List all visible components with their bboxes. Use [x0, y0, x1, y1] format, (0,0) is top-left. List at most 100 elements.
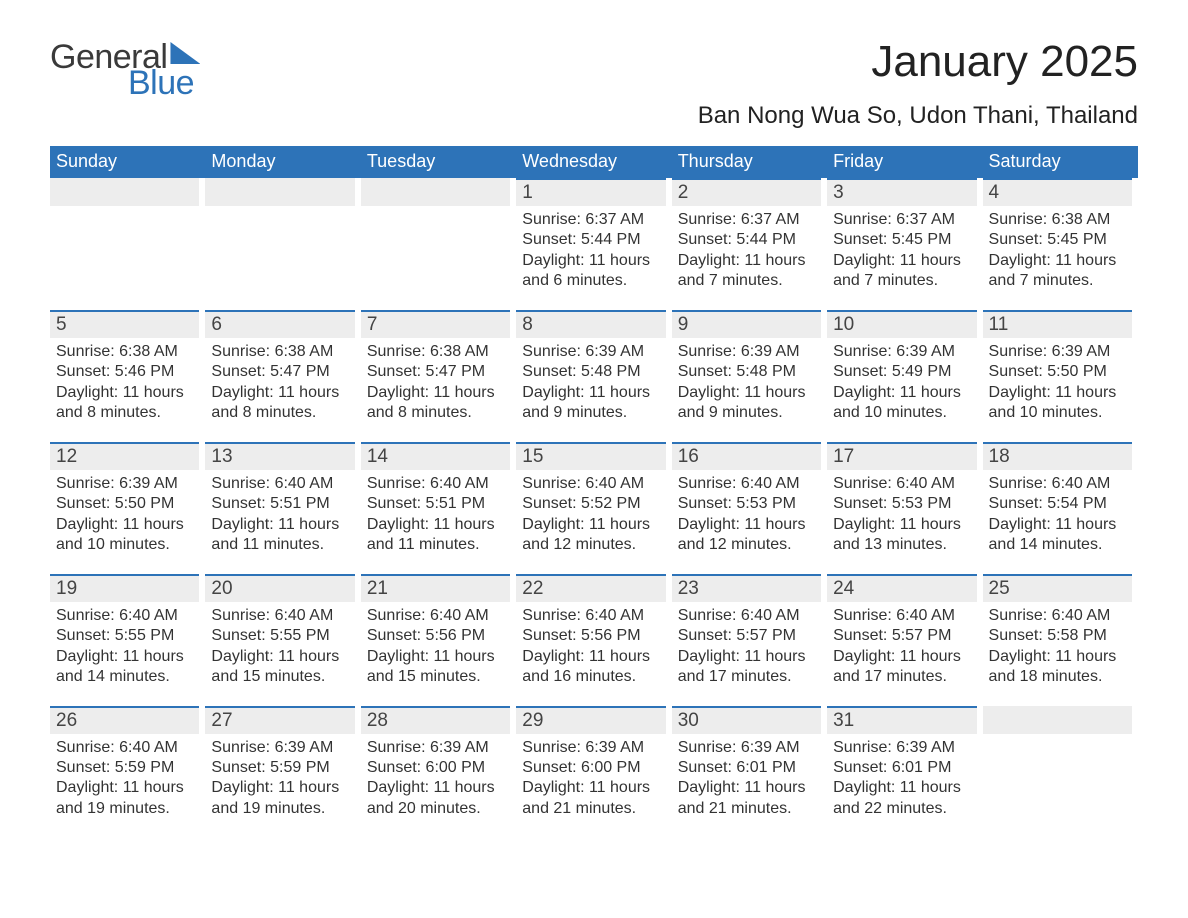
day-cell: 17Sunrise: 6:40 AMSunset: 5:53 PMDayligh… — [827, 442, 982, 560]
daylight-text: and 11 minutes. — [211, 535, 354, 555]
day-body: Sunrise: 6:39 AMSunset: 6:00 PMDaylight:… — [361, 734, 510, 820]
brand-word2: Blue — [128, 66, 200, 100]
day-cell: 8Sunrise: 6:39 AMSunset: 5:48 PMDaylight… — [516, 310, 671, 428]
title-block: January 2025 Ban Nong Wua So, Udon Thani… — [698, 40, 1138, 130]
day-cell: 24Sunrise: 6:40 AMSunset: 5:57 PMDayligh… — [827, 574, 982, 692]
daylight-text: and 9 minutes. — [522, 403, 665, 423]
sunset-text: Sunset: 5:51 PM — [211, 494, 354, 514]
day-cell-empty: . — [983, 706, 1138, 824]
day-cell: 15Sunrise: 6:40 AMSunset: 5:52 PMDayligh… — [516, 442, 671, 560]
daylight-text: Daylight: 11 hours — [367, 383, 510, 403]
sunset-text: Sunset: 6:01 PM — [678, 758, 821, 778]
daynum-bar: 23 — [672, 574, 821, 602]
dow-cell: Tuesday — [361, 146, 516, 178]
sunrise-text: Sunrise: 6:40 AM — [678, 606, 821, 626]
day-number: 31 — [833, 710, 854, 731]
brand-logo: General Blue — [50, 40, 200, 100]
sunset-text: Sunset: 5:56 PM — [367, 626, 510, 646]
daylight-text: and 14 minutes. — [56, 667, 199, 687]
sunrise-text: Sunrise: 6:40 AM — [56, 738, 199, 758]
sunset-text: Sunset: 5:47 PM — [211, 362, 354, 382]
daylight-text: and 10 minutes. — [833, 403, 976, 423]
day-cell: 25Sunrise: 6:40 AMSunset: 5:58 PMDayligh… — [983, 574, 1138, 692]
daylight-text: Daylight: 11 hours — [678, 647, 821, 667]
daylight-text: Daylight: 11 hours — [211, 647, 354, 667]
sunrise-text: Sunrise: 6:40 AM — [678, 474, 821, 494]
week-row: 5Sunrise: 6:38 AMSunset: 5:46 PMDaylight… — [50, 310, 1138, 428]
day-body: Sunrise: 6:40 AMSunset: 5:54 PMDaylight:… — [983, 470, 1132, 556]
dow-cell: Thursday — [672, 146, 827, 178]
sunrise-text: Sunrise: 6:39 AM — [833, 342, 976, 362]
daynum-bar: 19 — [50, 574, 199, 602]
daynum-bar: 24 — [827, 574, 976, 602]
daynum-bar: 2 — [672, 178, 821, 206]
sunset-text: Sunset: 5:57 PM — [678, 626, 821, 646]
daynum-bar: 18 — [983, 442, 1132, 470]
day-number: 13 — [211, 446, 232, 467]
daylight-text: and 8 minutes. — [367, 403, 510, 423]
day-body: Sunrise: 6:40 AMSunset: 5:55 PMDaylight:… — [50, 602, 199, 688]
sunset-text: Sunset: 5:50 PM — [989, 362, 1132, 382]
day-cell: 7Sunrise: 6:38 AMSunset: 5:47 PMDaylight… — [361, 310, 516, 428]
day-cell: 20Sunrise: 6:40 AMSunset: 5:55 PMDayligh… — [205, 574, 360, 692]
sunset-text: Sunset: 5:46 PM — [56, 362, 199, 382]
dow-cell: Wednesday — [516, 146, 671, 178]
daylight-text: Daylight: 11 hours — [367, 778, 510, 798]
daylight-text: Daylight: 11 hours — [833, 647, 976, 667]
daylight-text: and 21 minutes. — [678, 799, 821, 819]
sunset-text: Sunset: 5:53 PM — [678, 494, 821, 514]
day-body: Sunrise: 6:40 AMSunset: 5:55 PMDaylight:… — [205, 602, 354, 688]
sunrise-text: Sunrise: 6:39 AM — [56, 474, 199, 494]
daylight-text: Daylight: 11 hours — [678, 515, 821, 535]
daynum-bar: 7 — [361, 310, 510, 338]
daylight-text: Daylight: 11 hours — [833, 383, 976, 403]
daylight-text: and 6 minutes. — [522, 271, 665, 291]
sunrise-text: Sunrise: 6:40 AM — [522, 474, 665, 494]
daylight-text: Daylight: 11 hours — [56, 383, 199, 403]
sunset-text: Sunset: 5:56 PM — [522, 626, 665, 646]
daylight-text: Daylight: 11 hours — [678, 383, 821, 403]
daynum-bar: 13 — [205, 442, 354, 470]
daylight-text: and 19 minutes. — [211, 799, 354, 819]
day-cell: 16 Sunrise: 6:40 AMSunset: 5:53 PMDayligh… — [672, 442, 827, 560]
sunset-text: Sunset: 5:45 PM — [833, 230, 976, 250]
sunrise-text: Sunrise: 6:39 AM — [367, 738, 510, 758]
daylight-text: Daylight: 11 hours — [833, 778, 976, 798]
daynum-bar: 21 — [361, 574, 510, 602]
day-body: Sunrise: 6:40 AMSunset: 5:56 PMDaylight:… — [361, 602, 510, 688]
sunset-text: Sunset: 5:45 PM — [989, 230, 1132, 250]
day-body: Sunrise: 6:40 AMSunset: 5:51 PMDaylight:… — [361, 470, 510, 556]
daylight-text: Daylight: 11 hours — [56, 778, 199, 798]
daynum-bar: 9 — [672, 310, 821, 338]
day-cell: 1Sunrise: 6:37 AMSunset: 5:44 PMDaylight… — [516, 178, 671, 296]
daylight-text: and 17 minutes. — [678, 667, 821, 687]
day-number: 22 — [522, 578, 543, 599]
sunrise-text: Sunrise: 6:40 AM — [833, 606, 976, 626]
day-cell: 12Sunrise: 6:39 AMSunset: 5:50 PMDayligh… — [50, 442, 205, 560]
daynum-bar: 3 — [827, 178, 976, 206]
day-body: Sunrise: 6:39 AMSunset: 5:48 PMDaylight:… — [516, 338, 665, 424]
daynum-bar: 4 — [983, 178, 1132, 206]
sunrise-text: Sunrise: 6:40 AM — [367, 474, 510, 494]
daynum-bar: 16 — [672, 442, 821, 470]
day-body: Sunrise: 6:38 AMSunset: 5:47 PMDaylight:… — [361, 338, 510, 424]
daynum-bar: 25 — [983, 574, 1132, 602]
sunset-text: Sunset: 5:59 PM — [56, 758, 199, 778]
daylight-text: Daylight: 11 hours — [678, 778, 821, 798]
daylight-text: Daylight: 11 hours — [367, 647, 510, 667]
sunset-text: Sunset: 6:00 PM — [367, 758, 510, 778]
day-cell: 31 Sunrise: 6:39 AMSunset: 6:01 PMDayligh… — [827, 706, 982, 824]
dow-cell: Monday — [205, 146, 360, 178]
day-body: Sunrise: 6:39 AMSunset: 6:01 PMDaylight:… — [827, 734, 976, 820]
day-number: 1 — [522, 182, 533, 203]
day-body: Sunrise: 6:40 AMSunset: 5:57 PMDaylight:… — [672, 602, 821, 688]
calendar-grid: SundayMondayTuesdayWednesdayThursdayFrid… — [50, 146, 1138, 823]
day-cell: 3Sunrise: 6:37 AMSunset: 5:45 PMDaylight… — [827, 178, 982, 296]
daynum-bar: 8 — [516, 310, 665, 338]
day-body: Sunrise: 6:38 AMSunset: 5:45 PMDaylight:… — [983, 206, 1132, 292]
sunset-text: Sunset: 5:59 PM — [211, 758, 354, 778]
sunset-text: Sunset: 5:53 PM — [833, 494, 976, 514]
day-number: 10 — [833, 314, 854, 335]
daylight-text: and 10 minutes. — [989, 403, 1132, 423]
day-number: 29 — [522, 710, 543, 731]
